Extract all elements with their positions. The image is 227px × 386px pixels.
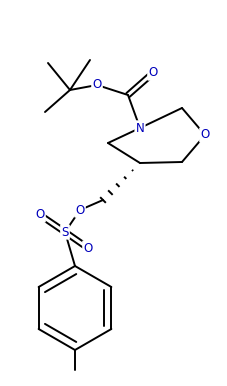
Text: O: O — [35, 208, 45, 222]
Text: O: O — [92, 78, 102, 91]
Text: S: S — [61, 225, 69, 239]
Text: O: O — [75, 203, 85, 217]
Text: O: O — [148, 66, 158, 80]
Text: O: O — [83, 242, 93, 254]
Text: O: O — [200, 129, 210, 142]
Text: N: N — [136, 122, 144, 134]
